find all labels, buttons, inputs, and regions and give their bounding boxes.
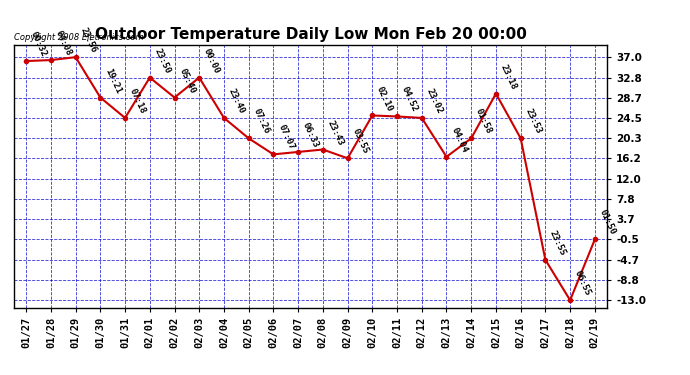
Text: 07:18: 07:18: [128, 87, 148, 115]
Text: Copyright 2008 Eletronics.com: Copyright 2008 Eletronics.com: [14, 33, 144, 42]
Text: 04:04: 04:04: [449, 126, 469, 154]
Text: 00:32: 00:32: [29, 30, 48, 58]
Text: 23:02: 23:02: [424, 87, 444, 115]
Text: 01:50: 01:50: [598, 209, 617, 237]
Text: 00:00: 00:00: [202, 46, 221, 75]
Text: 23:56: 23:56: [79, 26, 98, 54]
Text: 23:55: 23:55: [548, 229, 568, 257]
Text: 06:33: 06:33: [301, 121, 320, 149]
Text: 23:53: 23:53: [524, 107, 543, 135]
Text: 04:08: 04:08: [54, 29, 73, 57]
Text: 01:58: 01:58: [474, 107, 493, 135]
Text: 23:18: 23:18: [499, 63, 518, 91]
Text: 04:52: 04:52: [400, 86, 420, 114]
Text: 23:50: 23:50: [152, 46, 172, 75]
Text: 23:43: 23:43: [326, 118, 345, 147]
Text: 03:55: 03:55: [351, 128, 370, 156]
Text: 23:40: 23:40: [227, 87, 246, 115]
Text: 07:07: 07:07: [276, 123, 296, 152]
Text: 02:10: 02:10: [375, 84, 395, 113]
Text: 06:55: 06:55: [573, 269, 593, 297]
Title: Outdoor Temperature Daily Low Mon Feb 20 00:00: Outdoor Temperature Daily Low Mon Feb 20…: [95, 27, 526, 42]
Text: 19:21: 19:21: [103, 66, 123, 95]
Text: 05:40: 05:40: [177, 66, 197, 95]
Text: 07:26: 07:26: [251, 107, 271, 135]
